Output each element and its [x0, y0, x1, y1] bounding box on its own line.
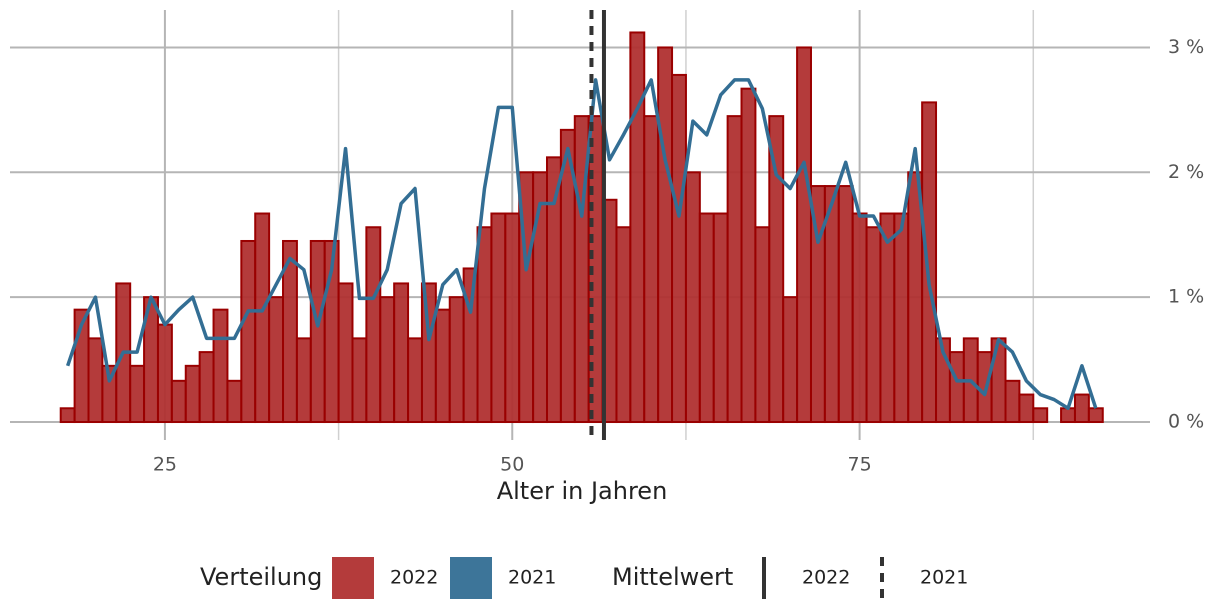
- legend-title: Verteilung: [200, 563, 322, 591]
- bar: [990, 337, 1007, 424]
- bar: [1032, 407, 1049, 424]
- bar: [198, 351, 215, 424]
- bar: [87, 337, 104, 424]
- bar: [476, 226, 493, 424]
- bar: [782, 296, 799, 424]
- bar: [365, 226, 382, 424]
- bar: [295, 337, 312, 424]
- bar: [462, 267, 479, 424]
- bar: [629, 31, 646, 424]
- bar: [712, 212, 729, 424]
- bar: [671, 73, 687, 424]
- x-tick-label: 75: [848, 454, 872, 476]
- bar: [282, 239, 298, 424]
- y-tick-label: 0 %: [1168, 411, 1204, 433]
- bar: [379, 296, 396, 424]
- legend-title: Mittelwert: [612, 563, 733, 591]
- legend-label: 2022: [802, 567, 850, 589]
- bar: [434, 308, 451, 424]
- bar: [948, 351, 965, 424]
- bar: [268, 296, 285, 424]
- bar: [407, 337, 423, 424]
- bar: [657, 46, 674, 424]
- bar: [1060, 407, 1076, 424]
- bar: [865, 226, 882, 424]
- bar: [643, 115, 660, 424]
- bar: [921, 101, 938, 424]
- bar: [1087, 407, 1104, 424]
- bar: [240, 239, 257, 424]
- legend-swatch: [450, 557, 492, 599]
- bar: [740, 87, 757, 424]
- bar: [768, 115, 785, 424]
- bar: [851, 212, 868, 424]
- bar: [226, 379, 243, 424]
- bar: [504, 212, 521, 424]
- bar: [976, 351, 993, 424]
- bar: [796, 46, 812, 424]
- y-tick-label: 3 %: [1168, 36, 1204, 58]
- bar: [754, 226, 771, 424]
- bar: [837, 185, 854, 424]
- bar: [351, 337, 368, 424]
- bar: [448, 296, 465, 424]
- bar: [490, 212, 507, 424]
- bar: [615, 226, 632, 424]
- x-tick-label: 50: [500, 454, 524, 476]
- bar: [156, 323, 173, 424]
- legend-label: 2021: [508, 567, 556, 589]
- bar: [59, 407, 76, 424]
- bar: [170, 379, 187, 424]
- bar: [684, 171, 701, 424]
- bar: [337, 282, 354, 424]
- bar: [212, 308, 229, 424]
- bar: [309, 239, 326, 424]
- bar: [1018, 393, 1035, 424]
- bar: [879, 212, 896, 424]
- x-tick-label: 25: [153, 454, 177, 476]
- line: [66, 78, 1098, 411]
- bar: [129, 364, 146, 424]
- x-axis-label: Alter in Jahren: [497, 477, 668, 505]
- legend-swatch: [332, 557, 374, 599]
- bar: [698, 212, 715, 424]
- legend-label: 2021: [920, 567, 968, 589]
- bar: [184, 364, 201, 424]
- bar: [1073, 393, 1090, 424]
- legend-label: 2022: [390, 567, 438, 589]
- bar: [254, 212, 271, 424]
- y-tick-label: 1 %: [1168, 286, 1204, 308]
- bar: [726, 115, 743, 424]
- bar: [393, 282, 410, 424]
- bar: [1004, 379, 1021, 424]
- y-tick-label: 2 %: [1168, 161, 1204, 183]
- bar: [893, 212, 910, 424]
